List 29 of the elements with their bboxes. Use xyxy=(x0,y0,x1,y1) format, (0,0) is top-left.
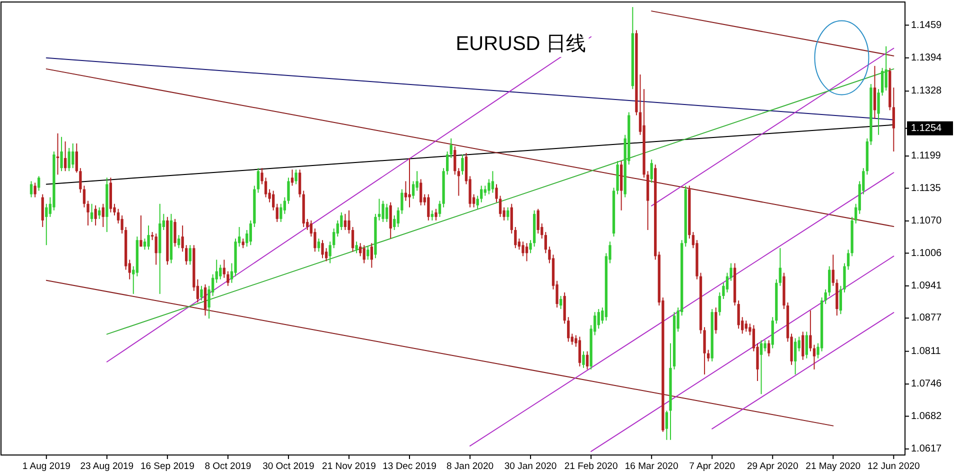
x-tick-label: 30 Jan 2020 xyxy=(504,461,557,472)
x-tick-label: 21 Nov 2019 xyxy=(322,461,376,472)
x-tick-label: 29 Apr 2020 xyxy=(746,461,798,472)
y-tick-label: 1.1199 xyxy=(911,150,942,162)
y-tick-label: 1.1070 xyxy=(911,216,942,227)
x-tick-label: 30 Oct 2019 xyxy=(262,461,314,472)
y-tick-label: 1.1254 xyxy=(911,122,942,134)
x-tick-label: 7 Apr 2020 xyxy=(689,461,736,472)
x-tick-label: 8 Jan 2020 xyxy=(446,461,494,472)
y-tick-label: 1.1006 xyxy=(911,248,942,259)
x-tick-label: 21 Feb 2020 xyxy=(564,461,618,472)
y-tick-label: 1.0877 xyxy=(911,312,942,324)
y-tick-label: 1.0746 xyxy=(911,378,942,390)
y-tick-label: 1.1459 xyxy=(911,20,942,31)
x-tick-label: 16 Mar 2020 xyxy=(624,461,678,472)
x-tick-label: 23 Aug 2019 xyxy=(80,461,134,472)
y-tick-label: 1.1328 xyxy=(911,86,942,97)
y-tick-label: 1.0617 xyxy=(911,444,942,455)
y-tick-label: 1.1394 xyxy=(911,52,942,64)
x-tick-label: 8 Oct 2019 xyxy=(204,461,252,472)
x-tick-label: 21 May 2020 xyxy=(806,461,861,472)
y-tick-label: 1.0682 xyxy=(911,410,942,422)
x-tick-label: 12 Jun 2020 xyxy=(868,461,920,472)
y-tick-label: 1.0811 xyxy=(911,346,942,357)
x-tick-label: 16 Sep 2019 xyxy=(140,461,194,472)
x-tick-label: 13 Dec 2019 xyxy=(382,461,436,472)
x-tick-label: 1 Aug 2019 xyxy=(22,461,70,472)
y-tick-label: 1.0941 xyxy=(911,280,942,292)
y-tick-label: 1.1135 xyxy=(911,182,942,194)
